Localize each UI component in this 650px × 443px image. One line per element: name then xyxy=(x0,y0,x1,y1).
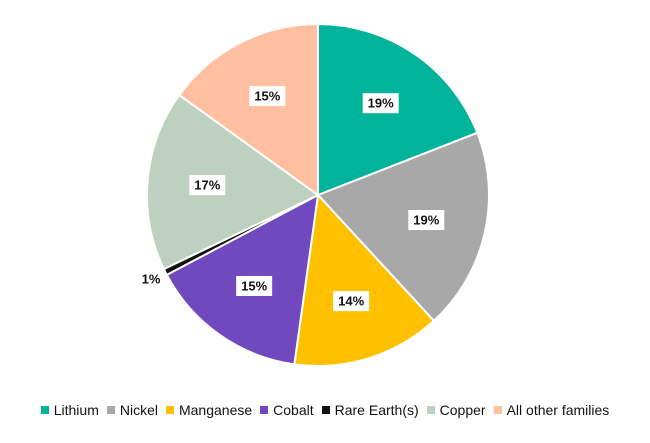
data-label-text: 19% xyxy=(413,212,439,227)
data-label-box xyxy=(362,93,399,114)
legend-label: All other families xyxy=(506,402,610,418)
data-label-box xyxy=(333,291,370,312)
data-label-box xyxy=(249,86,286,107)
legend-item: All other families xyxy=(493,402,610,418)
pie-slice-all-other-families xyxy=(177,22,319,197)
data-label-text: 15% xyxy=(254,88,280,103)
pie-data-label: 19% xyxy=(362,93,399,114)
legend-item: Nickel xyxy=(106,402,158,418)
legend-swatch xyxy=(40,406,49,414)
legend-item: Copper xyxy=(426,402,486,418)
pie-slice-manganese xyxy=(293,192,436,367)
pie-data-label: 15% xyxy=(249,86,286,107)
legend-label: Nickel xyxy=(119,402,158,418)
legend-label: Rare Earth(s) xyxy=(334,402,419,418)
legend-swatch xyxy=(165,406,174,414)
legend-item: Cobalt xyxy=(260,402,314,418)
pie-data-label: 19% xyxy=(408,210,445,231)
legend-item: Manganese xyxy=(165,402,253,418)
legend-label: Copper xyxy=(439,402,486,418)
chart-legend: Lithium Nickel Manganese Cobalt Rare Earth(s… xyxy=(0,398,650,422)
legend-label: Cobalt xyxy=(273,402,314,418)
legend-swatch xyxy=(106,406,115,414)
data-label-text: 14% xyxy=(338,294,364,309)
pie-labels: 19% 19% 14% 15% 1% 17% 15% xyxy=(142,86,445,312)
data-label-box xyxy=(408,210,445,231)
data-label-text: 1% xyxy=(142,272,161,287)
legend-swatch xyxy=(260,406,269,414)
data-label-box xyxy=(236,275,273,296)
legend-item: Rare Earth(s) xyxy=(321,402,419,418)
legend-swatch xyxy=(321,406,330,414)
data-label-box xyxy=(189,175,226,196)
legend-swatch xyxy=(426,406,435,414)
data-label-text: 15% xyxy=(241,278,267,293)
pie-data-label: 17% xyxy=(189,175,226,196)
pie-slice-copper xyxy=(146,93,320,271)
pie-data-label: 14% xyxy=(333,291,370,312)
pie-data-label: 1% xyxy=(142,272,161,287)
pie-slice-nickel xyxy=(316,131,490,323)
legend-swatch xyxy=(493,406,502,414)
pie-data-label: 15% xyxy=(236,275,273,296)
legend-label: Lithium xyxy=(53,402,99,418)
legend-label: Manganese xyxy=(178,402,253,418)
pie-slices xyxy=(146,22,490,367)
data-label-text: 19% xyxy=(368,96,394,111)
legend-item: Lithium xyxy=(40,402,99,418)
data-label-text: 17% xyxy=(194,178,220,193)
